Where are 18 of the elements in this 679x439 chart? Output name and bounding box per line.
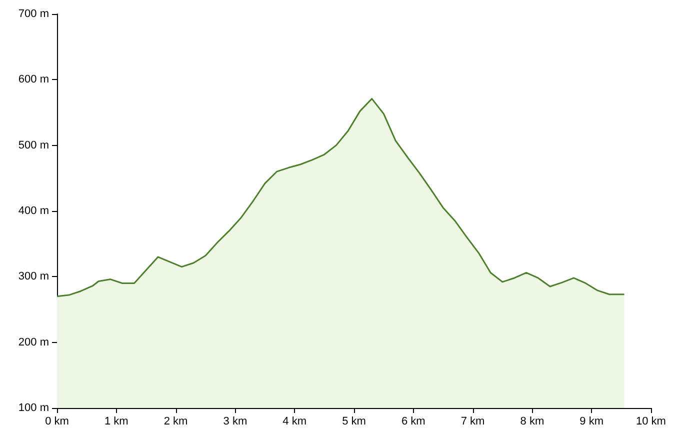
x-tick-label: 5 km: [342, 416, 366, 428]
x-tick-label: 4 km: [282, 416, 307, 428]
x-tick-label: 10 km: [636, 416, 666, 428]
y-tick-label: 300 m: [18, 270, 49, 283]
x-tick-label: 7 km: [460, 416, 485, 428]
x-tick-label: 6 km: [401, 416, 426, 428]
x-tick-label: 3 km: [223, 416, 248, 428]
x-tick-label: 0 km: [45, 416, 69, 428]
y-tick-label: 100 m: [18, 402, 49, 414]
x-tick-label: 8 km: [520, 416, 544, 428]
y-tick-label: 400 m: [18, 205, 49, 217]
x-tick-label: 9 km: [580, 416, 604, 428]
y-tick-label: 200 m: [18, 336, 49, 348]
y-tick-label: 700 m: [18, 8, 49, 20]
x-tick-label: 1 km: [104, 416, 128, 428]
y-tick-label: 600 m: [18, 74, 49, 86]
y-tick-label: 500 m: [18, 139, 49, 152]
x-tick-label: 2 km: [164, 416, 188, 428]
